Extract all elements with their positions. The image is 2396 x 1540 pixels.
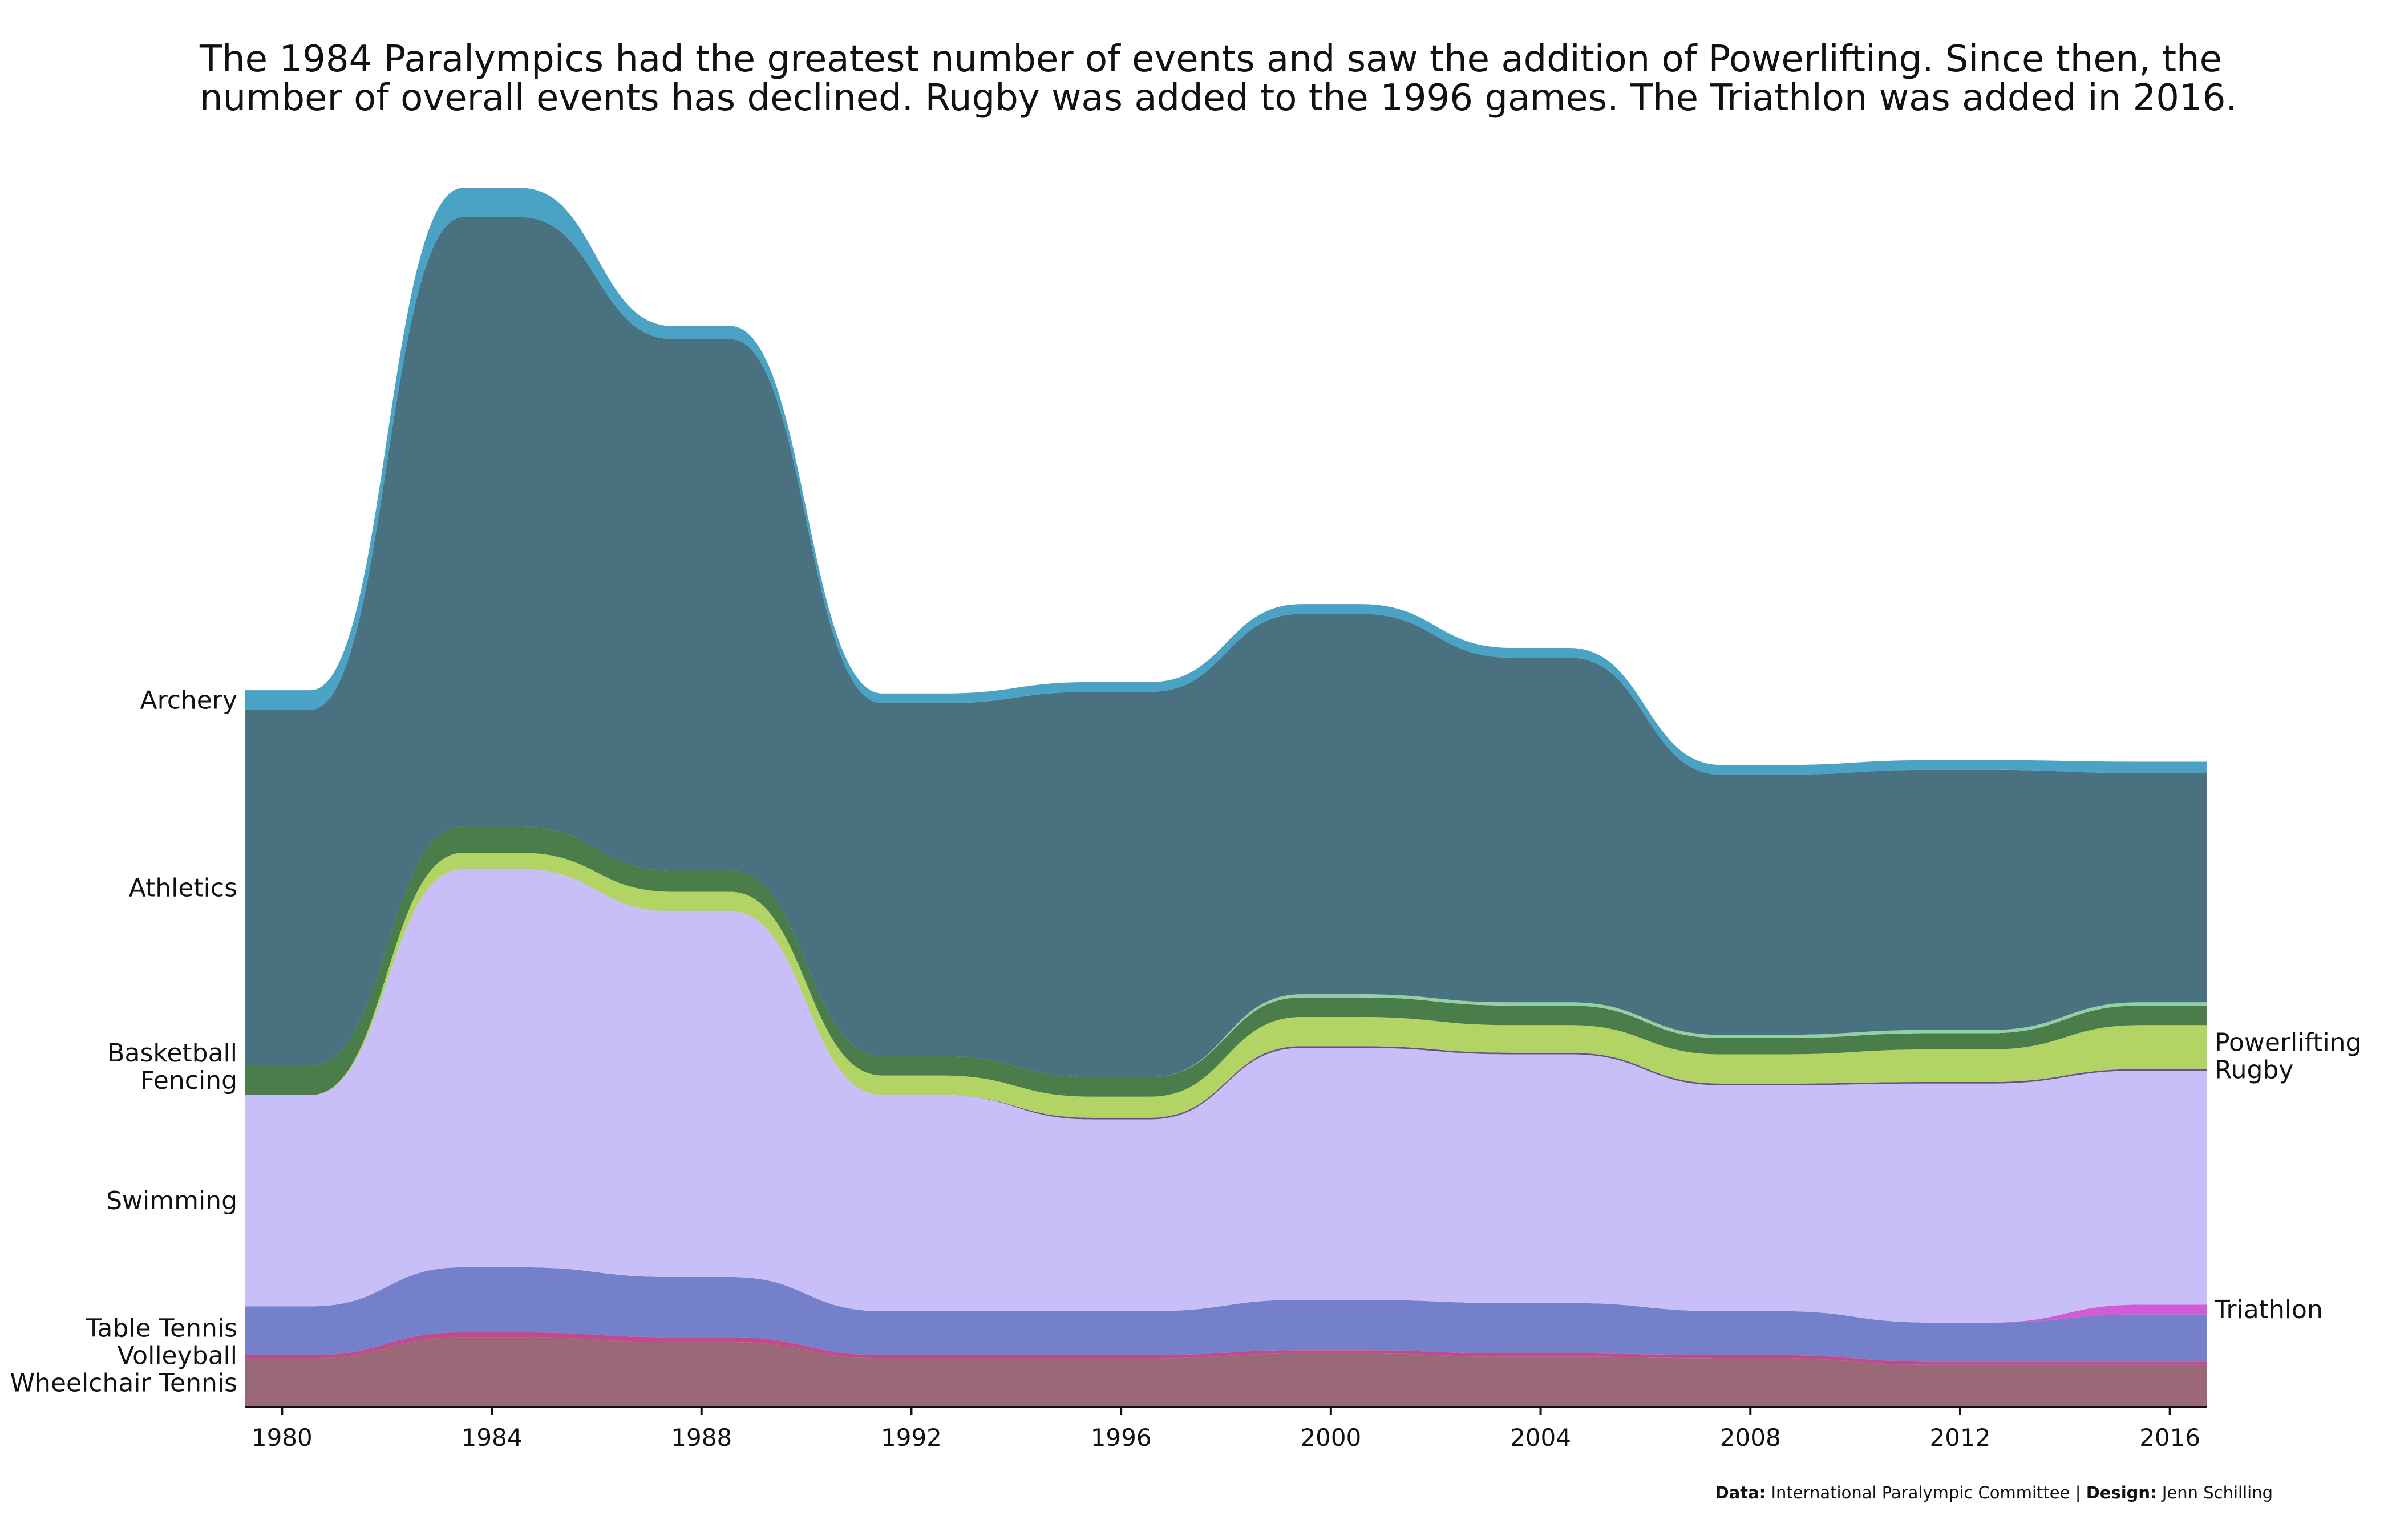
caption-data-source: International Paralympic Committee [1771,1483,2070,1502]
x-tick-label: 1992 [881,1424,942,1452]
x-tick-label: 2012 [1930,1424,1991,1452]
series-label-triathlon: Triathlon [2214,1295,2323,1324]
area-table-tennis [245,1267,2207,1362]
caption-design-credit: Jenn Schilling [2162,1483,2273,1502]
caption-data-label: Data: [1715,1483,1766,1502]
x-tick-label: 2016 [2139,1424,2200,1452]
x-tick-label: 1996 [1091,1424,1152,1452]
x-tick-label: 2008 [1720,1424,1781,1452]
area-powerlifting [245,853,2207,1118]
series-label-table-tennis: Table Tennis [86,1314,237,1343]
chart-caption: Data: International Paralympic Committee… [1715,1483,2273,1502]
series-label-powerlifting: Powerlifting [2215,1028,2362,1057]
series-label-rugby: Rugby [2215,1056,2293,1085]
series-label-swimming: Swimming [106,1186,237,1215]
area-athletics [245,217,2207,1077]
area-wheelchair-tennis [245,1337,2207,1407]
area-volleyball [245,1332,2207,1365]
series-label-archery: Archery [140,686,238,715]
area-swimming [245,869,2207,1323]
series-label-fencing: Fencing [140,1066,237,1095]
area-fencing [245,826,2207,1097]
series-label-basketball: Basketball [107,1039,237,1068]
x-tick-label: 2000 [1300,1424,1361,1452]
x-axis-ticks: 1980 1984 1988 1992 1996 2000 2004 2008 2012 2016 [252,1407,2200,1452]
caption-design-label: Design: [2086,1483,2157,1502]
chart-title: The 1984 Paralympics had the greatest nu… [200,38,2237,119]
series-label-volleyball: Volleyball [117,1341,237,1370]
area-archery [245,188,2207,775]
x-tick-label: 1980 [252,1424,313,1452]
caption-separator: | [2070,1483,2086,1502]
x-tick-label: 2004 [1510,1424,1571,1452]
x-tick-label: 1984 [462,1424,523,1452]
area-layers [245,188,2207,1407]
series-label-wheelchair-tennis: Wheelchair Tennis [10,1368,238,1397]
series-label-athletics: Athletics [129,873,237,902]
x-tick-label: 1988 [671,1424,732,1452]
